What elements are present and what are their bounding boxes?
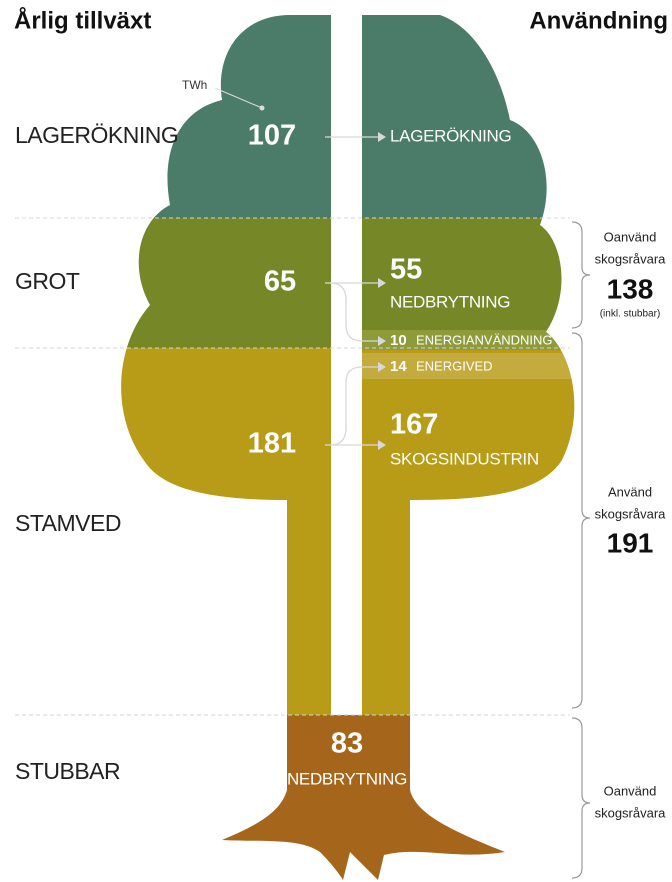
bracket-label: Oanvänd (604, 783, 657, 798)
left-title: Årlig tillväxt (14, 6, 151, 34)
bracket-label: Använd (608, 484, 652, 499)
usage-label: ENERGIANVÄNDNING (416, 332, 553, 347)
usage-value: 14 (390, 358, 407, 375)
right-title: Användning (529, 7, 668, 34)
bracket-value: 138 (607, 273, 654, 304)
usage-label: SKOGSINDUSTRIN (390, 449, 539, 468)
bracket (572, 718, 590, 878)
row-label: LAGERÖKNING (15, 122, 178, 148)
gap (331, 0, 362, 715)
usage-label: NEDBRYTNING (390, 292, 510, 311)
bracket-label: skogsråvara (595, 805, 667, 820)
growth-value: 181 (248, 428, 296, 460)
bracket-value: 191 (607, 527, 654, 558)
unit-label: TWh (182, 78, 207, 92)
row-label: GROT (15, 268, 80, 294)
bracket-label: skogsråvara (595, 251, 667, 266)
usage-label: NEDBRYTNING (287, 769, 407, 788)
usage-value: 10 (390, 332, 407, 349)
band-energived (362, 353, 672, 379)
usage-value: 55 (390, 254, 422, 286)
row-label: STUBBAR (15, 758, 120, 784)
bracket (572, 333, 590, 708)
growth-value: 107 (248, 120, 296, 152)
usage-label: ENERGIVED (416, 358, 493, 373)
bracket-label: Oanvänd (604, 229, 657, 244)
growth-value: 65 (264, 266, 296, 298)
infographic: Årlig tillväxt Användning TWh LAGERÖKNIN… (0, 0, 672, 882)
bracket (572, 222, 590, 328)
bracket-label: skogsråvara (595, 506, 667, 521)
bracket-note: (inkl. stubbar) (600, 309, 661, 320)
unit-dot (260, 106, 265, 111)
usage-value: 167 (390, 409, 438, 441)
row-label: STAMVED (15, 510, 121, 536)
growth-value: 83 (331, 728, 363, 760)
usage-label: LAGERÖKNING (390, 126, 511, 145)
page: { "header": {"left_title": "Årlig tillvä… (0, 0, 672, 882)
